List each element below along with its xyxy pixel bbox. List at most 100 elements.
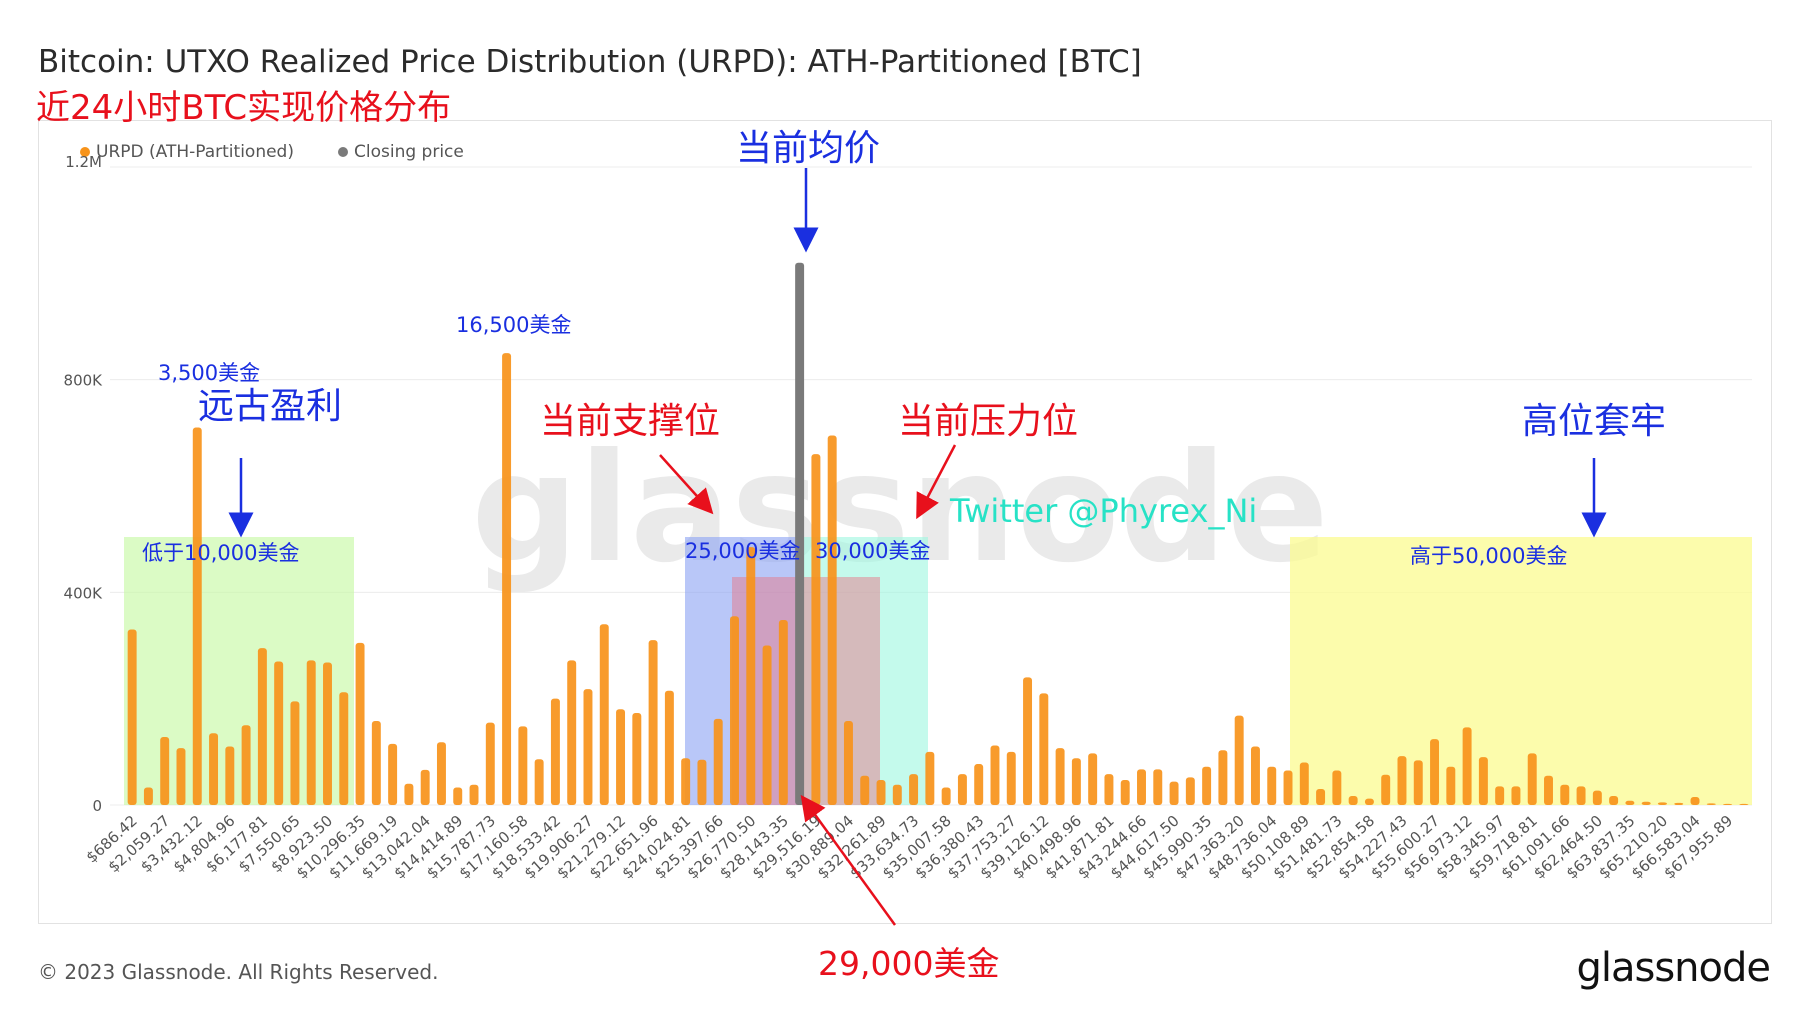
urpd-bar[interactable] [909, 774, 919, 805]
urpd-bar[interactable] [1299, 762, 1309, 805]
urpd-bar[interactable] [1023, 677, 1033, 805]
urpd-bar[interactable] [1527, 753, 1537, 805]
urpd-bar[interactable] [811, 454, 821, 805]
urpd-bar[interactable] [436, 742, 446, 805]
legend-item-closing[interactable]: Closing price [338, 142, 464, 162]
urpd-bar[interactable] [1430, 739, 1440, 805]
urpd-bar[interactable] [697, 759, 707, 805]
urpd-bar[interactable] [1495, 786, 1505, 805]
urpd-bar[interactable] [306, 660, 316, 805]
urpd-bar[interactable] [567, 660, 577, 805]
urpd-bar[interactable] [730, 616, 739, 805]
urpd-bar[interactable] [860, 775, 870, 805]
urpd-bar[interactable] [1723, 803, 1733, 805]
urpd-bar[interactable] [1169, 781, 1179, 805]
urpd-bar[interactable] [1592, 790, 1602, 805]
urpd-bar[interactable] [1544, 775, 1553, 805]
urpd-bar[interactable] [257, 648, 267, 805]
urpd-bar[interactable] [1316, 789, 1326, 805]
urpd-bar[interactable] [534, 759, 544, 805]
urpd-bar[interactable] [1250, 746, 1260, 805]
urpd-bar[interactable] [1511, 786, 1521, 805]
urpd-bar[interactable] [827, 435, 837, 805]
urpd-bar[interactable] [1104, 774, 1114, 805]
urpd-bar[interactable] [990, 745, 1000, 805]
urpd-bar[interactable] [176, 748, 186, 805]
urpd-bar[interactable] [404, 783, 414, 805]
urpd-bar[interactable] [583, 689, 593, 805]
urpd-bar[interactable] [1690, 797, 1700, 805]
urpd-bar[interactable] [681, 758, 691, 805]
urpd-bar[interactable] [209, 733, 219, 805]
urpd-bar[interactable] [518, 726, 528, 805]
urpd-bar[interactable] [664, 690, 674, 805]
urpd-bar[interactable] [1413, 760, 1423, 805]
urpd-bar[interactable] [892, 784, 902, 805]
urpd-bar[interactable] [1462, 727, 1472, 805]
urpd-bar[interactable] [778, 619, 788, 805]
urpd-bar[interactable] [713, 718, 723, 805]
urpd-bar[interactable] [632, 713, 642, 805]
urpd-bar[interactable] [339, 692, 349, 805]
urpd-bar[interactable] [388, 743, 398, 805]
urpd-bar[interactable] [420, 769, 430, 805]
urpd-bar[interactable] [1185, 777, 1195, 805]
urpd-bar[interactable] [453, 787, 463, 805]
urpd-bar[interactable] [648, 640, 658, 805]
urpd-bar[interactable] [1137, 769, 1146, 805]
urpd-bar[interactable] [1641, 801, 1651, 805]
urpd-bar[interactable] [502, 353, 512, 805]
urpd-bar[interactable] [1674, 802, 1684, 805]
urpd-bar[interactable] [1381, 774, 1391, 805]
urpd-bar[interactable] [957, 774, 967, 805]
urpd-bar[interactable] [1397, 756, 1407, 805]
urpd-bar[interactable] [925, 751, 935, 805]
urpd-bar[interactable] [192, 427, 202, 805]
urpd-bar[interactable] [469, 784, 479, 805]
urpd-bar[interactable] [550, 698, 560, 805]
urpd-bar[interactable] [355, 642, 365, 805]
urpd-bar[interactable] [1576, 786, 1586, 805]
urpd-bar[interactable] [143, 787, 153, 805]
urpd-bar[interactable] [599, 624, 609, 805]
urpd-bar[interactable] [1446, 766, 1456, 805]
urpd-bar[interactable] [290, 701, 300, 805]
urpd-bar[interactable] [1657, 802, 1667, 805]
urpd-bar[interactable] [876, 780, 886, 805]
urpd-bar[interactable] [1218, 750, 1228, 805]
urpd-bar[interactable] [1609, 795, 1619, 805]
urpd-bar[interactable] [1625, 800, 1635, 805]
urpd-bar[interactable] [616, 709, 626, 805]
urpd-bar[interactable] [1364, 798, 1374, 805]
urpd-bar[interactable] [1153, 769, 1163, 805]
legend-item-urpd[interactable]: URPD (ATH-Partitioned) [80, 142, 294, 162]
closing-price-bar[interactable] [795, 262, 805, 805]
urpd-bar[interactable] [843, 720, 853, 805]
urpd-bar[interactable] [485, 722, 495, 805]
urpd-bar[interactable] [1202, 766, 1212, 805]
urpd-bar[interactable] [371, 720, 381, 805]
urpd-bar[interactable] [1706, 803, 1716, 805]
urpd-bar[interactable] [1283, 770, 1293, 805]
urpd-bar[interactable] [974, 764, 984, 805]
urpd-bar[interactable] [1006, 751, 1016, 805]
urpd-bar[interactable] [762, 645, 772, 806]
urpd-bar[interactable] [746, 547, 756, 805]
urpd-bar[interactable] [160, 736, 170, 805]
urpd-bar[interactable] [1234, 715, 1244, 805]
urpd-bar[interactable] [225, 746, 235, 805]
urpd-bar[interactable] [1071, 758, 1081, 805]
urpd-bar[interactable] [274, 661, 284, 805]
urpd-bar[interactable] [323, 662, 332, 805]
urpd-bar[interactable] [1267, 766, 1277, 805]
urpd-bar[interactable] [1088, 753, 1098, 805]
urpd-bar[interactable] [1332, 770, 1342, 805]
urpd-bar[interactable] [1120, 780, 1130, 805]
urpd-bar[interactable] [1739, 803, 1749, 805]
urpd-bar[interactable] [1478, 757, 1488, 805]
urpd-bar[interactable] [1055, 748, 1065, 805]
urpd-bar[interactable] [1348, 795, 1358, 805]
urpd-bar[interactable] [127, 629, 137, 805]
urpd-bar[interactable] [941, 787, 951, 805]
urpd-bar[interactable] [1560, 784, 1570, 805]
